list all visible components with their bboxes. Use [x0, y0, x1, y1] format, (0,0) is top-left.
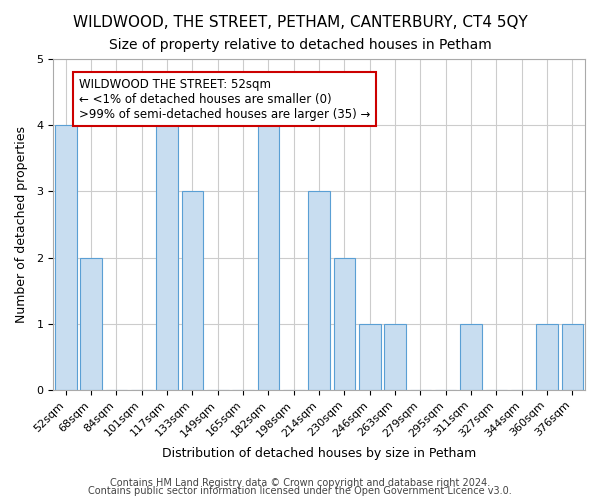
Text: Size of property relative to detached houses in Petham: Size of property relative to detached ho… [109, 38, 491, 52]
X-axis label: Distribution of detached houses by size in Petham: Distribution of detached houses by size … [162, 447, 476, 460]
Bar [182, 192, 203, 390]
Y-axis label: Number of detached properties: Number of detached properties [15, 126, 28, 323]
Bar [334, 258, 355, 390]
Text: Contains public sector information licensed under the Open Government Licence v3: Contains public sector information licen… [88, 486, 512, 496]
Text: WILDWOOD, THE STREET, PETHAM, CANTERBURY, CT4 5QY: WILDWOOD, THE STREET, PETHAM, CANTERBURY… [73, 15, 527, 30]
Bar [562, 324, 583, 390]
Bar [536, 324, 558, 390]
Bar [385, 324, 406, 390]
Bar [55, 125, 77, 390]
Bar [157, 125, 178, 390]
Text: WILDWOOD THE STREET: 52sqm
← <1% of detached houses are smaller (0)
>99% of semi: WILDWOOD THE STREET: 52sqm ← <1% of deta… [79, 78, 370, 120]
Bar [80, 258, 102, 390]
Text: Contains HM Land Registry data © Crown copyright and database right 2024.: Contains HM Land Registry data © Crown c… [110, 478, 490, 488]
Bar [257, 125, 279, 390]
Bar [460, 324, 482, 390]
Bar [359, 324, 380, 390]
Bar [308, 192, 330, 390]
